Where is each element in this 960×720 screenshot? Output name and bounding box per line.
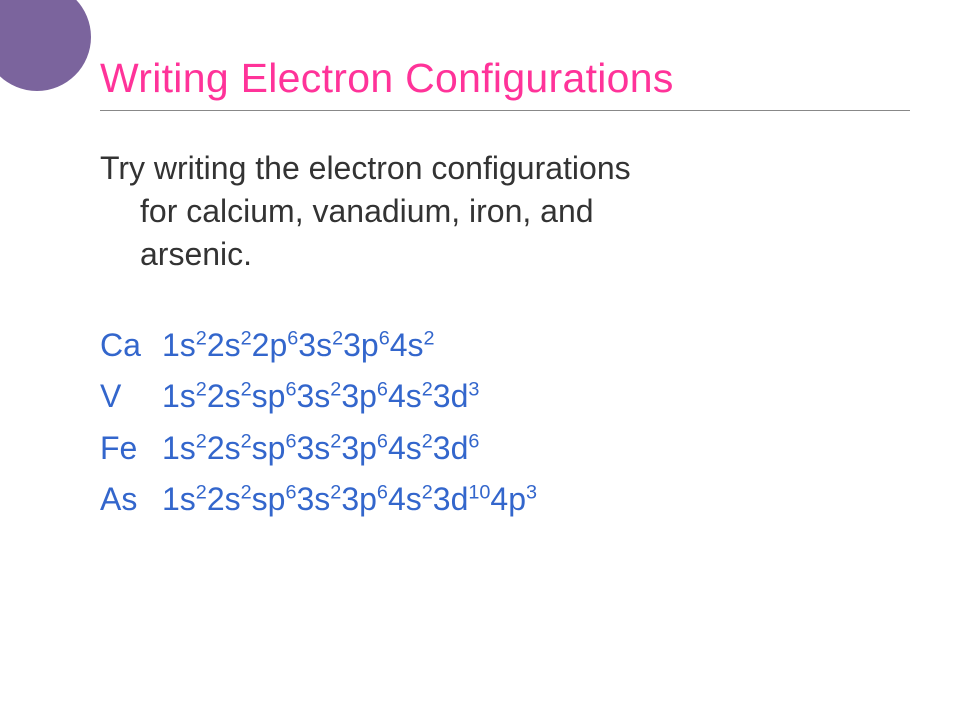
orbital-term: 2p	[252, 327, 288, 363]
element-symbol: As	[100, 475, 162, 525]
orbital-term: 2s	[207, 481, 241, 517]
orbital-superscript: 6	[285, 430, 296, 452]
orbital-superscript: 2	[241, 379, 252, 401]
orbital-term: 3p	[343, 327, 379, 363]
orbital-superscript: 3	[526, 482, 537, 504]
prompt-line-3: arsenic.	[100, 233, 910, 276]
orbital-superscript: 6	[468, 430, 479, 452]
orbital-superscript: 6	[377, 482, 388, 504]
orbital-superscript: 10	[468, 482, 490, 504]
orbital-superscript: 6	[377, 430, 388, 452]
orbital-term: sp	[252, 430, 286, 466]
prompt-text: Try writing the electron configurations …	[100, 147, 910, 277]
orbital-superscript: 2	[422, 482, 433, 504]
orbital-superscript: 6	[379, 327, 390, 349]
orbital-superscript: 3	[468, 379, 479, 401]
orbital-superscript: 2	[330, 482, 341, 504]
orbital-term: 3s	[296, 430, 330, 466]
orbital-superscript: 2	[241, 327, 252, 349]
orbital-term: 2s	[207, 327, 241, 363]
orbital-superscript: 2	[241, 430, 252, 452]
orbital-term: 4s	[390, 327, 424, 363]
orbital-term: 3p	[341, 481, 377, 517]
orbital-term: sp	[252, 378, 286, 414]
orbital-term: 4p	[490, 481, 526, 517]
orbital-term: 3s	[298, 327, 332, 363]
slide-content: Writing Electron Configurations Try writ…	[100, 55, 910, 527]
orbital-superscript: 6	[285, 482, 296, 504]
element-symbol: V	[100, 372, 162, 422]
prompt-line-1: Try writing the electron configurations	[100, 150, 631, 186]
orbital-superscript: 2	[196, 327, 207, 349]
orbital-term: 4s	[388, 378, 422, 414]
prompt-line-2: for calcium, vanadium, iron, and	[100, 190, 910, 233]
element-symbol: Fe	[100, 424, 162, 474]
orbital-superscript: 2	[196, 379, 207, 401]
config-row-ca: Ca1s22s22p63s23p64s2	[100, 321, 910, 371]
orbital-term: 4s	[388, 430, 422, 466]
orbital-term: 3d	[433, 378, 469, 414]
orbital-superscript: 2	[422, 430, 433, 452]
orbital-term: 3d	[433, 481, 469, 517]
config-row-v: V1s22s2sp63s23p64s23d3	[100, 372, 910, 422]
orbital-superscript: 2	[330, 430, 341, 452]
orbital-term: 4s	[388, 481, 422, 517]
orbital-superscript: 2	[241, 482, 252, 504]
slide-title: Writing Electron Configurations	[100, 55, 910, 111]
orbital-superscript: 6	[285, 379, 296, 401]
orbital-superscript: 2	[196, 482, 207, 504]
orbital-term: 2s	[207, 430, 241, 466]
element-symbol: Ca	[100, 321, 162, 371]
config-row-as: As1s22s2sp63s23p64s23d104p3	[100, 475, 910, 525]
orbital-term: 3p	[341, 430, 377, 466]
orbital-superscript: 6	[287, 327, 298, 349]
orbital-term: 1s	[162, 481, 196, 517]
orbital-term: 1s	[162, 378, 196, 414]
orbital-superscript: 2	[424, 327, 435, 349]
orbital-term: 3s	[296, 378, 330, 414]
config-row-fe: Fe1s22s2sp63s23p64s23d6	[100, 424, 910, 474]
orbital-term: 1s	[162, 430, 196, 466]
orbital-superscript: 6	[377, 379, 388, 401]
orbital-term: sp	[252, 481, 286, 517]
orbital-term: 2s	[207, 378, 241, 414]
orbital-term: 3p	[341, 378, 377, 414]
orbital-term: 3d	[433, 430, 469, 466]
orbital-superscript: 2	[332, 327, 343, 349]
deco-circle-solid	[0, 0, 91, 91]
orbital-superscript: 2	[330, 379, 341, 401]
orbital-term: 3s	[296, 481, 330, 517]
orbital-superscript: 2	[196, 430, 207, 452]
orbital-term: 1s	[162, 327, 196, 363]
electron-config-list: Ca1s22s22p63s23p64s2V1s22s2sp63s23p64s23…	[100, 321, 910, 525]
orbital-superscript: 2	[422, 379, 433, 401]
